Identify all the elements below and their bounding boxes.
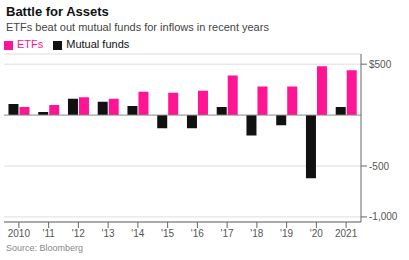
svg-text:2010: 2010 xyxy=(8,228,30,239)
svg-text:'19: '19 xyxy=(280,228,293,239)
svg-text:'17: '17 xyxy=(221,228,234,239)
html-text:ETFs: ETFs xyxy=(17,38,44,50)
svg-text:'12: '12 xyxy=(72,228,85,239)
html-text:Mutual funds: Mutual funds xyxy=(66,38,130,50)
html-text:ETFs beat out mutual funds for: ETFs beat out mutual funds for inflows i… xyxy=(6,21,269,33)
svg-text:'14: '14 xyxy=(131,228,144,239)
svg-text:-500: -500 xyxy=(369,161,389,172)
svg-text:-1,000: -1,000 xyxy=(369,211,398,222)
svg-text:'20: '20 xyxy=(310,228,323,239)
svg-text:'18: '18 xyxy=(250,228,263,239)
svg-text:'13: '13 xyxy=(102,228,115,239)
html-text:Battle for Assets: Battle for Assets xyxy=(6,4,109,19)
svg-text:'11: '11 xyxy=(42,228,55,239)
svg-text:'15: '15 xyxy=(161,228,174,239)
svg-text:$500: $500 xyxy=(369,59,392,70)
svg-text:'16: '16 xyxy=(191,228,204,239)
html-text:Source: Bloomberg: Source: Bloomberg xyxy=(6,243,83,253)
svg-text:2021: 2021 xyxy=(335,228,358,239)
